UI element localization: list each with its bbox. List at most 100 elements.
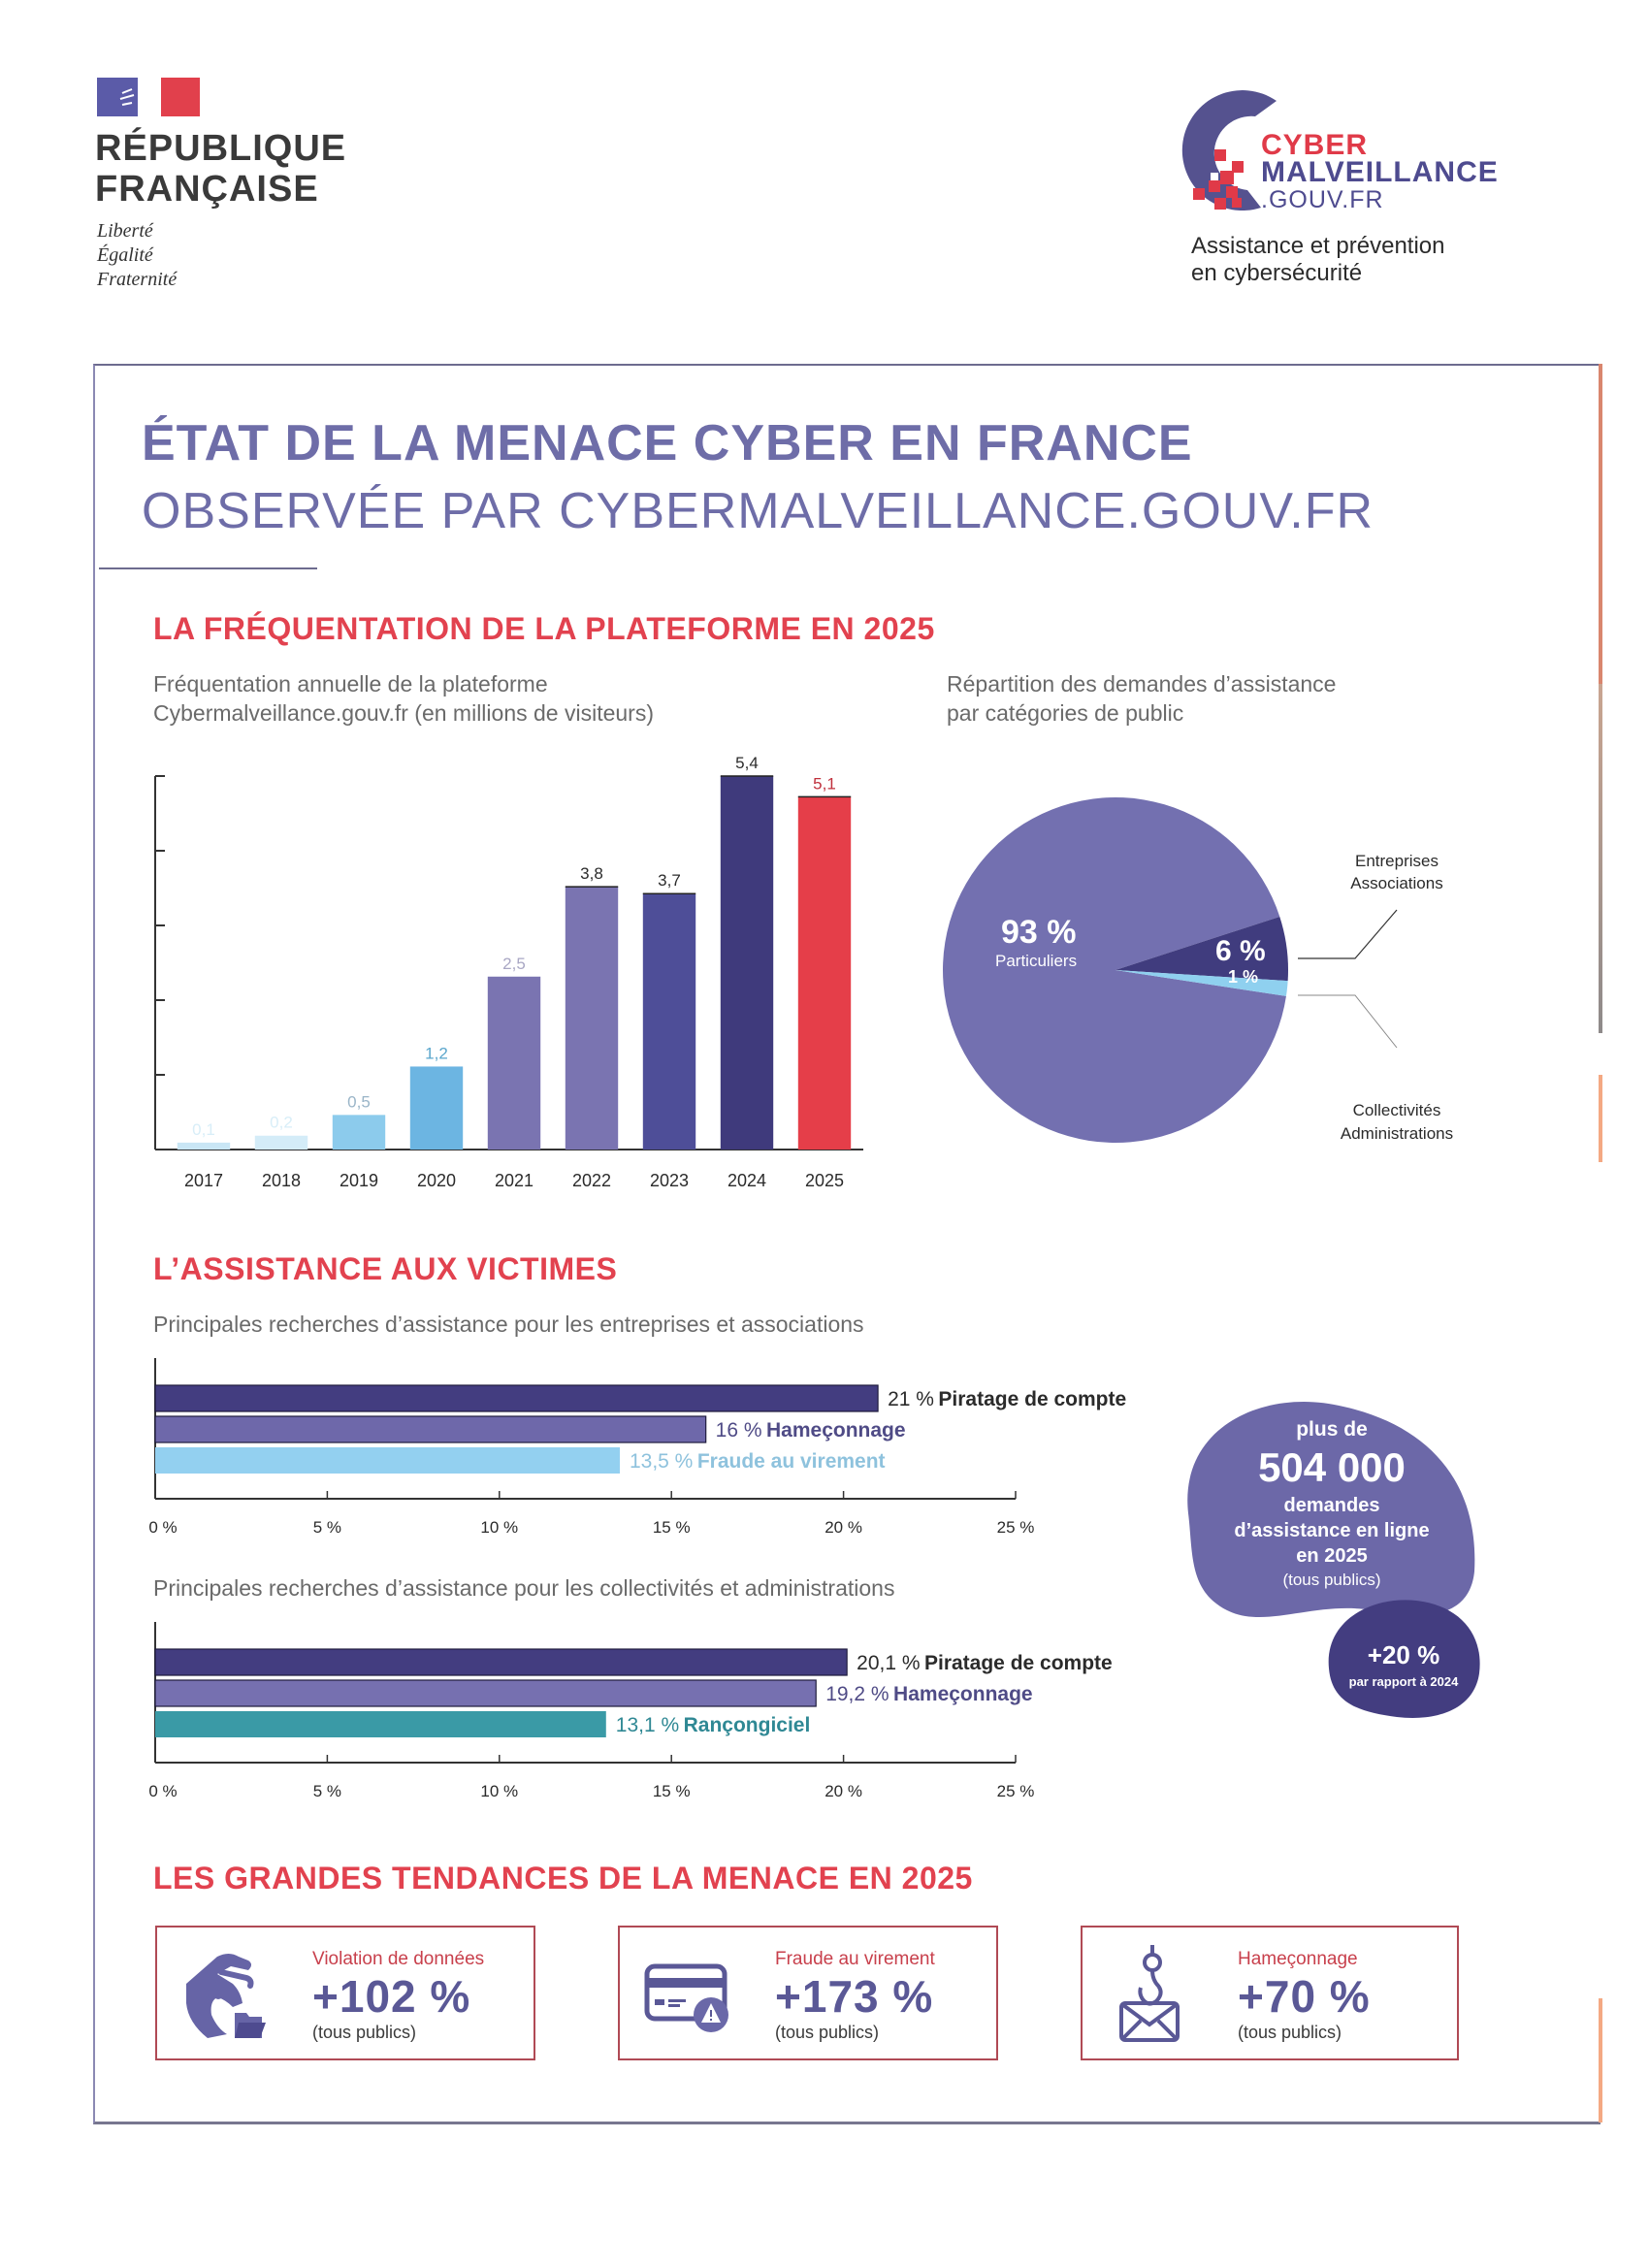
callout-line4: d’assistance en ligne [1234, 1520, 1429, 1541]
hbar-outline [154, 1679, 817, 1707]
pie-chart-caption: Répartition des demandes d’assistance pa… [947, 669, 1336, 728]
x-tick-label: 2023 [650, 1171, 689, 1190]
section-title-assistance: L’ASSISTANCE AUX VICTIMES [153, 1251, 618, 1286]
pie-caption-line1: Répartition des demandes d’assistance [947, 671, 1337, 697]
trend-label: Fraude au virement [775, 1949, 935, 1969]
visitors-bar-chart: 0,1 2017 0,2 2018 0,5 2019 1,2 2020 2,5 2021 3,8 20… [154, 754, 863, 1190]
hbar [155, 1416, 706, 1442]
rf-line1: RÉPUBLIQUE [95, 128, 347, 169]
hbar-label: 19,2 % Hameçonnage [825, 1683, 1032, 1705]
trend-card-hameconnage: Hameçonnage +70 % (tous publics) [1081, 1926, 1459, 2060]
cm-name-cyber: CYBER [1261, 129, 1369, 161]
tagline-line1: Assistance et prévention [1191, 233, 1445, 259]
frame-edge-accent [1599, 1998, 1602, 2122]
page-title: ÉTAT DE LA MENACE CYBER EN FRANCE [142, 415, 1193, 471]
page-subtitle: OBSERVÉE PAR CYBERMALVEILLANCE.GOUV.FR [142, 483, 1374, 539]
frame-edge-accent [1599, 364, 1602, 684]
bar-value-label: 3,7 [658, 871, 681, 890]
trend-note: (tous publics) [312, 2023, 417, 2042]
leader-line-collectivites [1298, 994, 1398, 1049]
bar [332, 1115, 386, 1150]
cybermalveillance-tagline: Assistance et prévention en cybersécurit… [1191, 233, 1444, 287]
bar [487, 976, 541, 1150]
trend-card-fraude: Fraude au virement +173 % (tous publics) [618, 1926, 998, 2060]
hbar-label: 21 % Piratage de compte [888, 1388, 1126, 1410]
frame-edge-accent [1599, 1075, 1602, 1162]
hbar [155, 1649, 848, 1675]
republique-francaise-wordmark: RÉPUBLIQUE FRANÇAISE [95, 128, 346, 210]
hbar-category: Fraude au virement [697, 1450, 886, 1473]
x-tick-label: 10 % [480, 1518, 518, 1537]
callout-line5: en 2025 [1296, 1545, 1367, 1567]
bar [177, 1142, 231, 1150]
cybermalveillance-wordmark: CYBER MALVEILLANCE .GOUV.FR [1261, 129, 1499, 214]
hbar [155, 1385, 879, 1411]
pie-label-6: 6 % [1215, 935, 1266, 967]
callout-collectivites-line1: Collectivités [1353, 1101, 1441, 1119]
hbar-value: 20,1 % [857, 1652, 920, 1674]
hbar-outline [154, 1648, 848, 1676]
trend-label: Hameçonnage [1238, 1949, 1358, 1969]
bar [565, 887, 619, 1150]
tagline-line2: en cybersécurité [1191, 260, 1363, 286]
phishing-hook-envelope-icon [1119, 1945, 1180, 2042]
bar-value-label: 0,2 [270, 1114, 293, 1132]
callout-line6: (tous publics) [1282, 1571, 1380, 1589]
x-tick-label: 2025 [805, 1171, 844, 1190]
bar-chart-caption: Fréquentation annuelle de la plateforme … [153, 669, 654, 728]
hand-grabbing-folder-icon [186, 1954, 266, 2038]
marianne-flag-icon [97, 78, 200, 116]
bar-value-label: 2,5 [502, 955, 526, 973]
pie-label-1: 1 % [1228, 967, 1258, 987]
hbar-category: Hameçonnage [893, 1683, 1033, 1705]
x-tick-label: 25 % [997, 1518, 1035, 1537]
bar [720, 776, 774, 1150]
callout-blob-small [1328, 1600, 1480, 1718]
growth-note: par rapport à 2024 [1349, 1674, 1459, 1689]
hbar [155, 1680, 817, 1706]
callout-line3: demandes [1284, 1495, 1380, 1516]
x-tick-label: 2024 [728, 1171, 766, 1190]
hbar [155, 1447, 620, 1474]
callout-number: 504 000 [1258, 1444, 1406, 1490]
pie-slice-particuliers [943, 797, 1286, 1143]
bar-value-label: 0,1 [192, 1120, 215, 1139]
x-tick-label: 5 % [313, 1782, 341, 1800]
rf-line2: FRANÇAISE [95, 169, 319, 210]
trend-card-violation: Violation de données +102 % (tous public… [155, 1926, 535, 2060]
bar-value-label: 0,5 [347, 1092, 371, 1111]
credit-card-warning-icon [644, 1963, 728, 2032]
bar [797, 796, 852, 1150]
hbar-category: Rançongiciel [684, 1714, 811, 1736]
pie-slice-collectivites [1116, 970, 1288, 996]
hbar-label: 16 % Hameçonnage [716, 1419, 906, 1442]
hbar-label: 20,1 % Piratage de compte [857, 1652, 1113, 1674]
bar-caption-line1: Fréquentation annuelle de la plateforme [153, 671, 548, 697]
x-tick-label: 5 % [313, 1518, 341, 1537]
x-tick-label: 2022 [572, 1171, 611, 1190]
hbar-caption-entreprises: Principales recherches d’assistance pour… [153, 1312, 864, 1337]
hbar-caption-collectivites: Principales recherches d’assistance pour… [153, 1575, 895, 1601]
bar [409, 1066, 464, 1150]
hbar-value: 21 % [888, 1388, 934, 1410]
x-tick-label: 2020 [417, 1171, 456, 1190]
section-title-tendances: LES GRANDES TENDANCES DE LA MENACE EN 20… [153, 1861, 973, 1895]
pie-caption-line2: par catégories de public [947, 700, 1184, 726]
hbar-label: 13,1 % Rançongiciel [616, 1714, 811, 1736]
hbar [155, 1711, 606, 1737]
trend-value: +173 % [775, 1971, 934, 2022]
hbar-outline [154, 1384, 879, 1412]
hbar-category: Piratage de compte [938, 1388, 1126, 1410]
hbar-category: Piratage de compte [924, 1652, 1113, 1674]
x-tick-label: 20 % [824, 1518, 862, 1537]
bar-value-label: 5,1 [813, 774, 836, 793]
x-tick-label: 2019 [340, 1171, 378, 1190]
motto-liberte: Liberté [97, 220, 153, 242]
callout-entreprises-line1: Entreprises [1355, 852, 1439, 870]
cybermalveillance-logo-icon [1181, 90, 1277, 211]
hbar-value: 13,1 % [616, 1714, 679, 1736]
callout-entreprises-line2: Associations [1350, 874, 1442, 892]
callout-blob-large [1187, 1401, 1475, 1618]
trend-note: (tous publics) [775, 2023, 880, 2042]
hbar-value: 16 % [716, 1419, 762, 1442]
